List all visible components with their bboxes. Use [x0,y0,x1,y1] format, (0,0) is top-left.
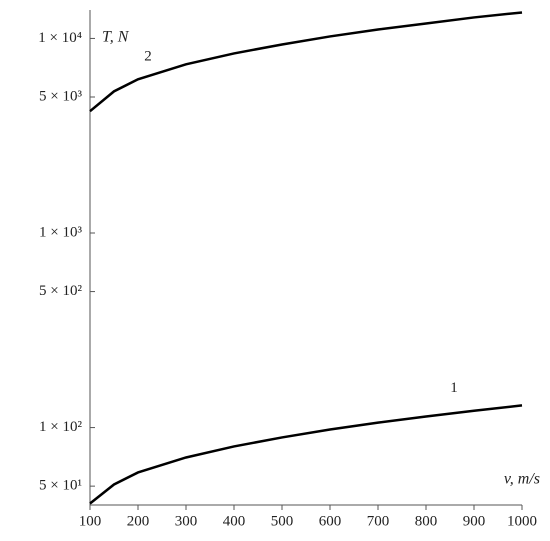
x-tick-label: 600 [319,513,342,529]
y-tick-label: 1 × 10³ [39,224,82,240]
y-tick-label: 1 × 10⁴ [38,30,82,46]
series-label: 1 [450,380,458,396]
line [89,404,523,505]
x-tick-label: 900 [463,513,486,529]
y-tick-label: 5 × 10³ [39,88,82,104]
x-tick-label: 200 [127,513,150,529]
x-axis-title: v, m/s [504,471,540,488]
y-tick-label: 1 × 10² [39,419,82,435]
x-tick-label: 400 [223,513,246,529]
line [89,11,523,113]
y-tick-label: 5 × 10² [39,283,82,299]
x-tick-label: 700 [367,513,390,529]
x-tick-label: 800 [415,513,438,529]
y-tick-label: 5 × 10¹ [39,478,82,494]
series-label: 2 [144,49,152,65]
x-tick-label: 100 [79,513,102,529]
x-tick-label: 300 [175,513,198,529]
y-axis-title: T, N [102,29,130,46]
x-tick-label: 1000 [507,513,537,529]
x-tick-label: 500 [271,513,294,529]
